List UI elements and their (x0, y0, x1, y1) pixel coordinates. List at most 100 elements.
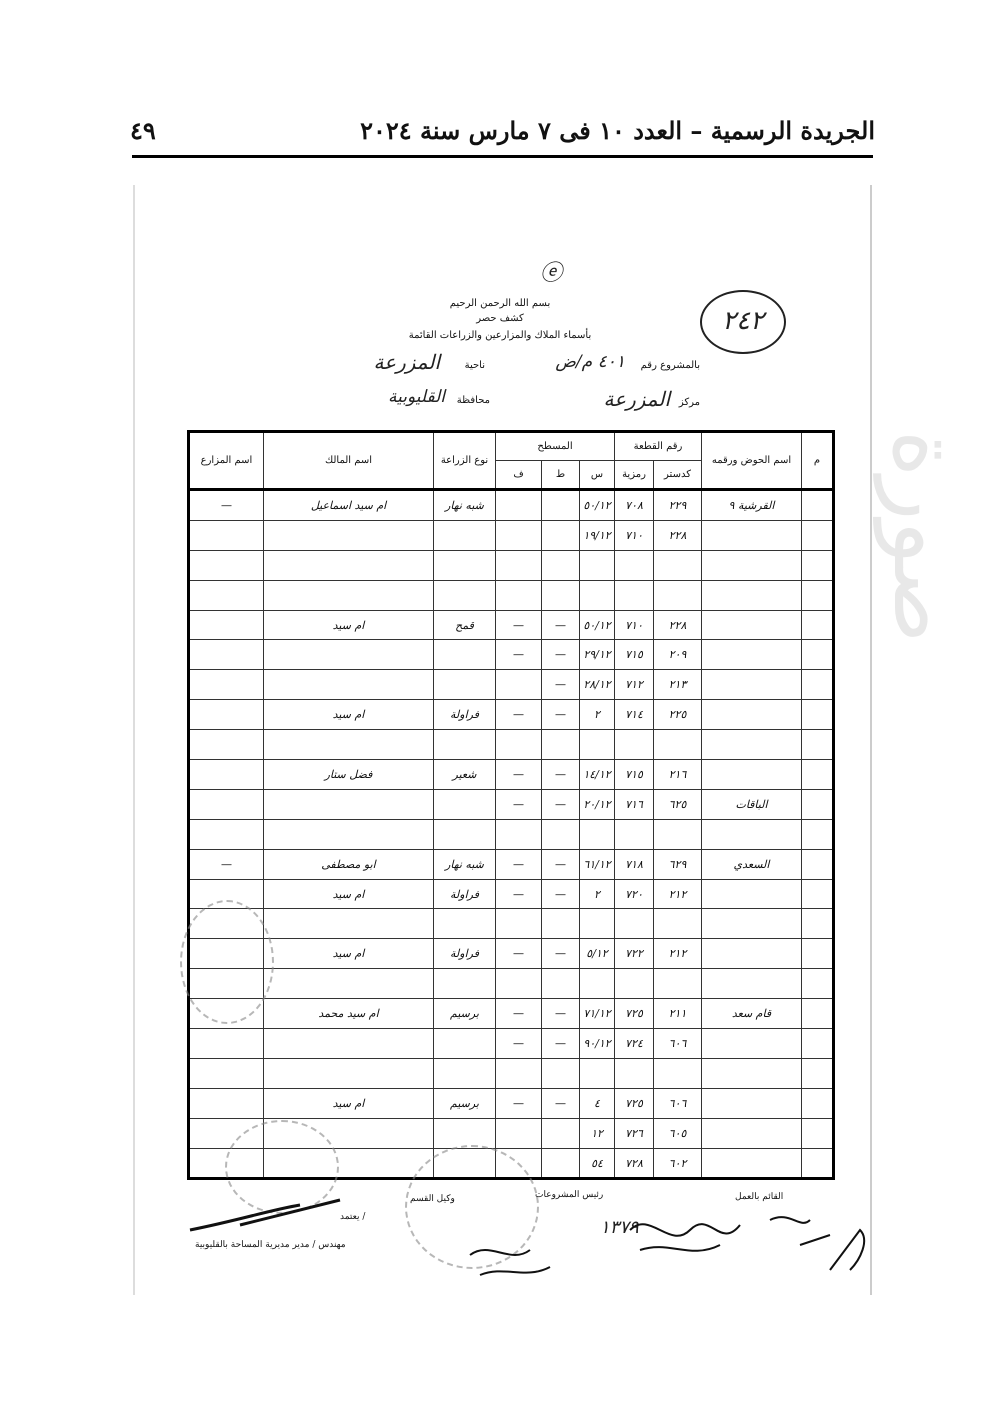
cell-t (541, 1147, 580, 1180)
cell-crop: فراولة (433, 878, 496, 910)
running-head: الجريدة الرسمية – العدد ١٠ فى ٧ مارس سنة… (130, 112, 875, 152)
cell-basin: القرشية ٩ (701, 489, 802, 521)
project-line: بالمشروع رقم ٤٠١ م/ض ناحية المزرعة (300, 350, 700, 380)
cell-owner (263, 729, 434, 761)
cell-f: — (495, 639, 542, 671)
cell-serial (801, 998, 834, 1030)
cell-basin (701, 699, 802, 731)
project-label: بالمشروع رقم (640, 360, 700, 371)
cell-serial (801, 818, 834, 850)
table-row (188, 729, 834, 761)
cell-owner (263, 579, 434, 611)
table-row: ٢٢٨ ٧١٠ ٥٠/١٢— — قمح ام سيد (188, 609, 834, 641)
survey-table: م اسم الحوض ورقمه رقم القطعة المسطح نوع … (187, 430, 835, 1181)
cell-farmer (188, 609, 264, 641)
cell-t: — (541, 1087, 580, 1119)
cell-crop (433, 519, 496, 551)
cell-farmer (188, 699, 264, 731)
col-area: المسطح (495, 431, 615, 461)
cell-s: ٥٠/١٢ (579, 489, 615, 521)
cell-t: — (541, 938, 580, 970)
cell-t: — (541, 609, 580, 641)
director-label: مهندس / مدير مديرية المساحة بالقليوبية (195, 1240, 346, 1250)
watermark: صورة (873, 430, 978, 644)
cell-crop: شعير (433, 759, 496, 790)
scanned-form (133, 185, 872, 1295)
cell-code: ٧١٨ (614, 848, 654, 880)
markaz-label: مركز (678, 397, 700, 408)
cell-s: ٤ (579, 1087, 615, 1119)
cell-owner (263, 639, 434, 671)
table-row: ٢١٢ ٧٢٢ ٥/١٢— — فراولة ام سيد (188, 938, 834, 970)
col-basin: اسم الحوض ورقمه (701, 431, 802, 490)
col-owner: اسم المالك (263, 431, 434, 490)
cell-serial (801, 489, 834, 521)
cell-code: ٧٢٥ (614, 1087, 654, 1119)
cell-crop: فراولة (433, 699, 496, 731)
cell-owner: ابو مصطفى (263, 848, 434, 880)
cell-t (541, 519, 580, 551)
cell-basin (701, 1117, 802, 1149)
cell-code: ٧٢٠ (614, 878, 654, 910)
cell-crop (433, 639, 496, 671)
cell-owner (263, 519, 434, 551)
col-code: رمزية (614, 460, 654, 490)
cell-farmer (188, 1057, 264, 1089)
cell-crop: برسيم (433, 1087, 496, 1119)
cell-serial (801, 788, 834, 820)
cell-serial (801, 968, 834, 1000)
cell-s: ٢ (579, 878, 615, 910)
cell-s (579, 729, 615, 761)
cell-f: — (495, 938, 542, 970)
cell-f: — (495, 699, 542, 731)
cell-crop: برسيم (433, 998, 496, 1030)
cell-t (541, 818, 580, 850)
cell-crop (433, 549, 496, 581)
cell-f (495, 1057, 542, 1089)
cell-owner: ام سيد (263, 938, 434, 970)
cell-s: ٩٠/١٢ (579, 1028, 615, 1059)
cell-code: ٧٢٨ (614, 1147, 654, 1180)
cell-owner (263, 669, 434, 701)
cell-f: — (495, 848, 542, 880)
table-row: ٢٢٥ ٧١٤ ٢— — فراولة ام سيد (188, 699, 834, 731)
table-row: السعدي ٦٢٩ ٧١٨ ٦١/١٢— — شبه نهار ابو مصطفى — (188, 848, 834, 880)
table-row (188, 818, 834, 850)
cell-cad (653, 549, 702, 581)
cell-cad (653, 729, 702, 761)
cell-basin (701, 669, 802, 701)
signatures (189, 1198, 866, 1276)
table-row (188, 1057, 834, 1089)
cell-serial (801, 639, 834, 671)
cell-basin (701, 1028, 802, 1059)
cell-code: ٧٢٦ (614, 1117, 654, 1149)
cell-serial (801, 878, 834, 910)
cell-serial (801, 1028, 834, 1059)
cell-crop (433, 908, 496, 940)
table-row (188, 968, 834, 1000)
cell-code (614, 549, 654, 581)
table-row: قام سعد ٢١١ ٧٢٥ ٧١/١٢— — برسيم ام سيد محمد (188, 998, 834, 1030)
cell-farmer (188, 1087, 264, 1119)
cell-t: — (541, 699, 580, 731)
cell-basin (701, 549, 802, 581)
cell-t (541, 1117, 580, 1149)
worker-label: القائم بالعمل (735, 1192, 784, 1202)
cell-serial (801, 908, 834, 940)
cell-code: ٧١٥ (614, 759, 654, 790)
cell-code (614, 579, 654, 611)
cell-cad (653, 579, 702, 611)
cell-t (541, 489, 580, 521)
cell-basin (701, 639, 802, 671)
cell-crop (433, 968, 496, 1000)
cell-s: ١٢ (579, 1117, 615, 1149)
cell-f: — (495, 759, 542, 790)
cell-cad (653, 818, 702, 850)
cell-s: ١٩/١٢ (579, 519, 615, 551)
cell-owner (263, 1028, 434, 1059)
signature-date (769, 1216, 866, 1271)
cell-farmer (188, 818, 264, 850)
cell-basin (701, 818, 802, 850)
page-number: ٤٩ (130, 116, 156, 145)
location-line: مركز المزرعة محافظة القليوبية (300, 385, 700, 415)
